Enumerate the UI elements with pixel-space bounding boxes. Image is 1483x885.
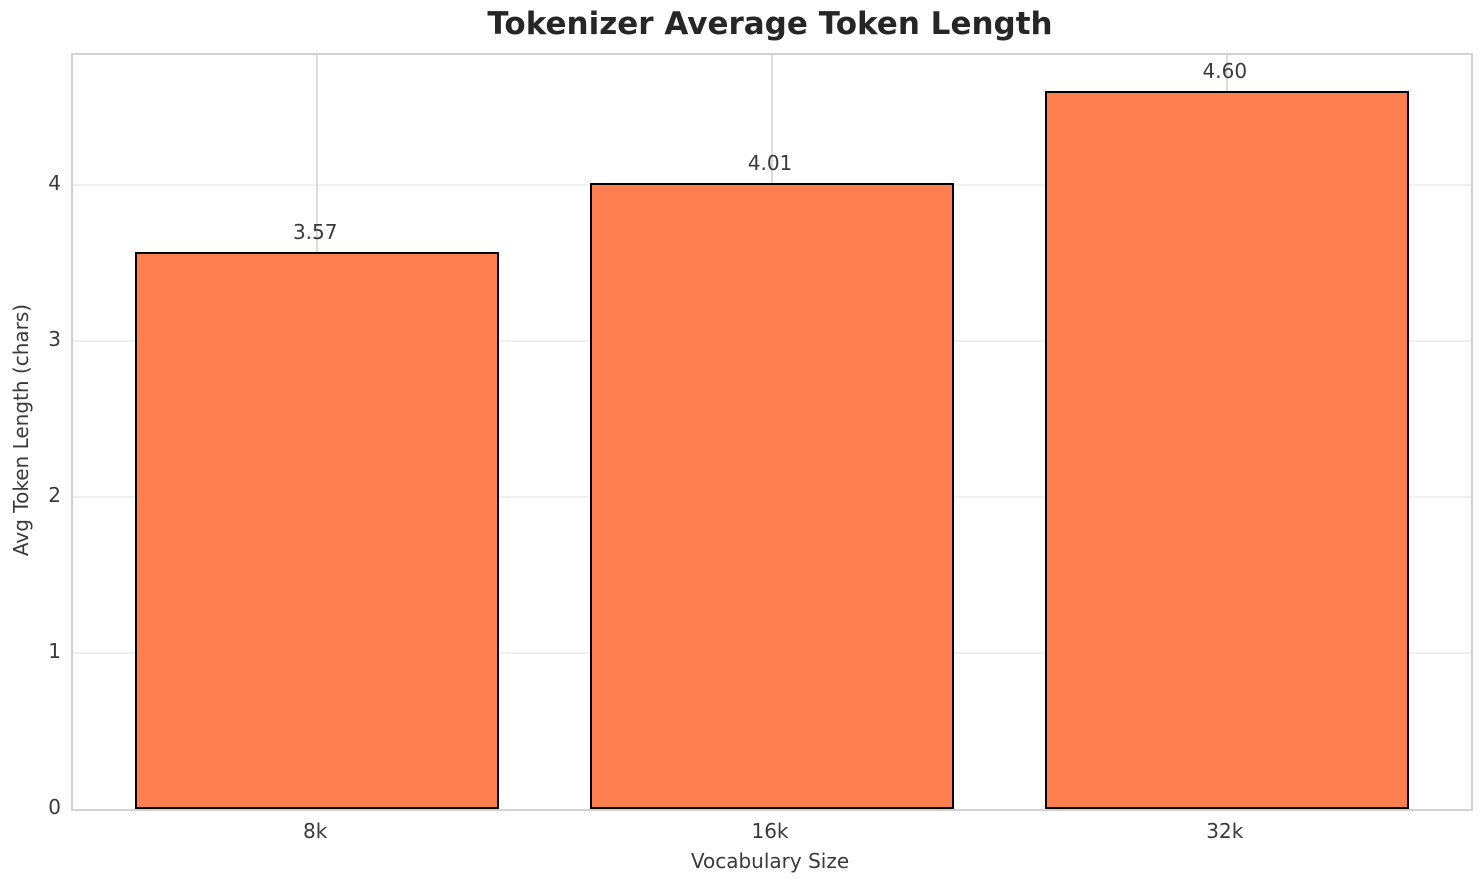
y-tick-label: 0 [48,795,61,819]
plot-area [71,53,1473,811]
x-tick-label: 8k [303,819,328,843]
bar-8k [135,251,500,809]
y-tick-label: 3 [48,326,61,351]
bar-value-label: 3.57 [292,219,338,244]
chart-title: Tokenizer Average Token Length [487,6,1053,42]
x-axis-label: Vocabulary Size [690,849,850,873]
bar-16k [590,183,954,809]
bar-32k [1044,90,1409,809]
bar-value-label: 4.60 [1202,58,1248,83]
x-tick-label: 16k [751,819,789,843]
bar-value-label: 4.01 [747,151,793,175]
y-tick-label: 1 [48,638,61,663]
y-tick-label: 4 [48,170,61,195]
x-tick-label: 32k [1206,819,1244,843]
y-tick-label: 2 [48,482,61,507]
